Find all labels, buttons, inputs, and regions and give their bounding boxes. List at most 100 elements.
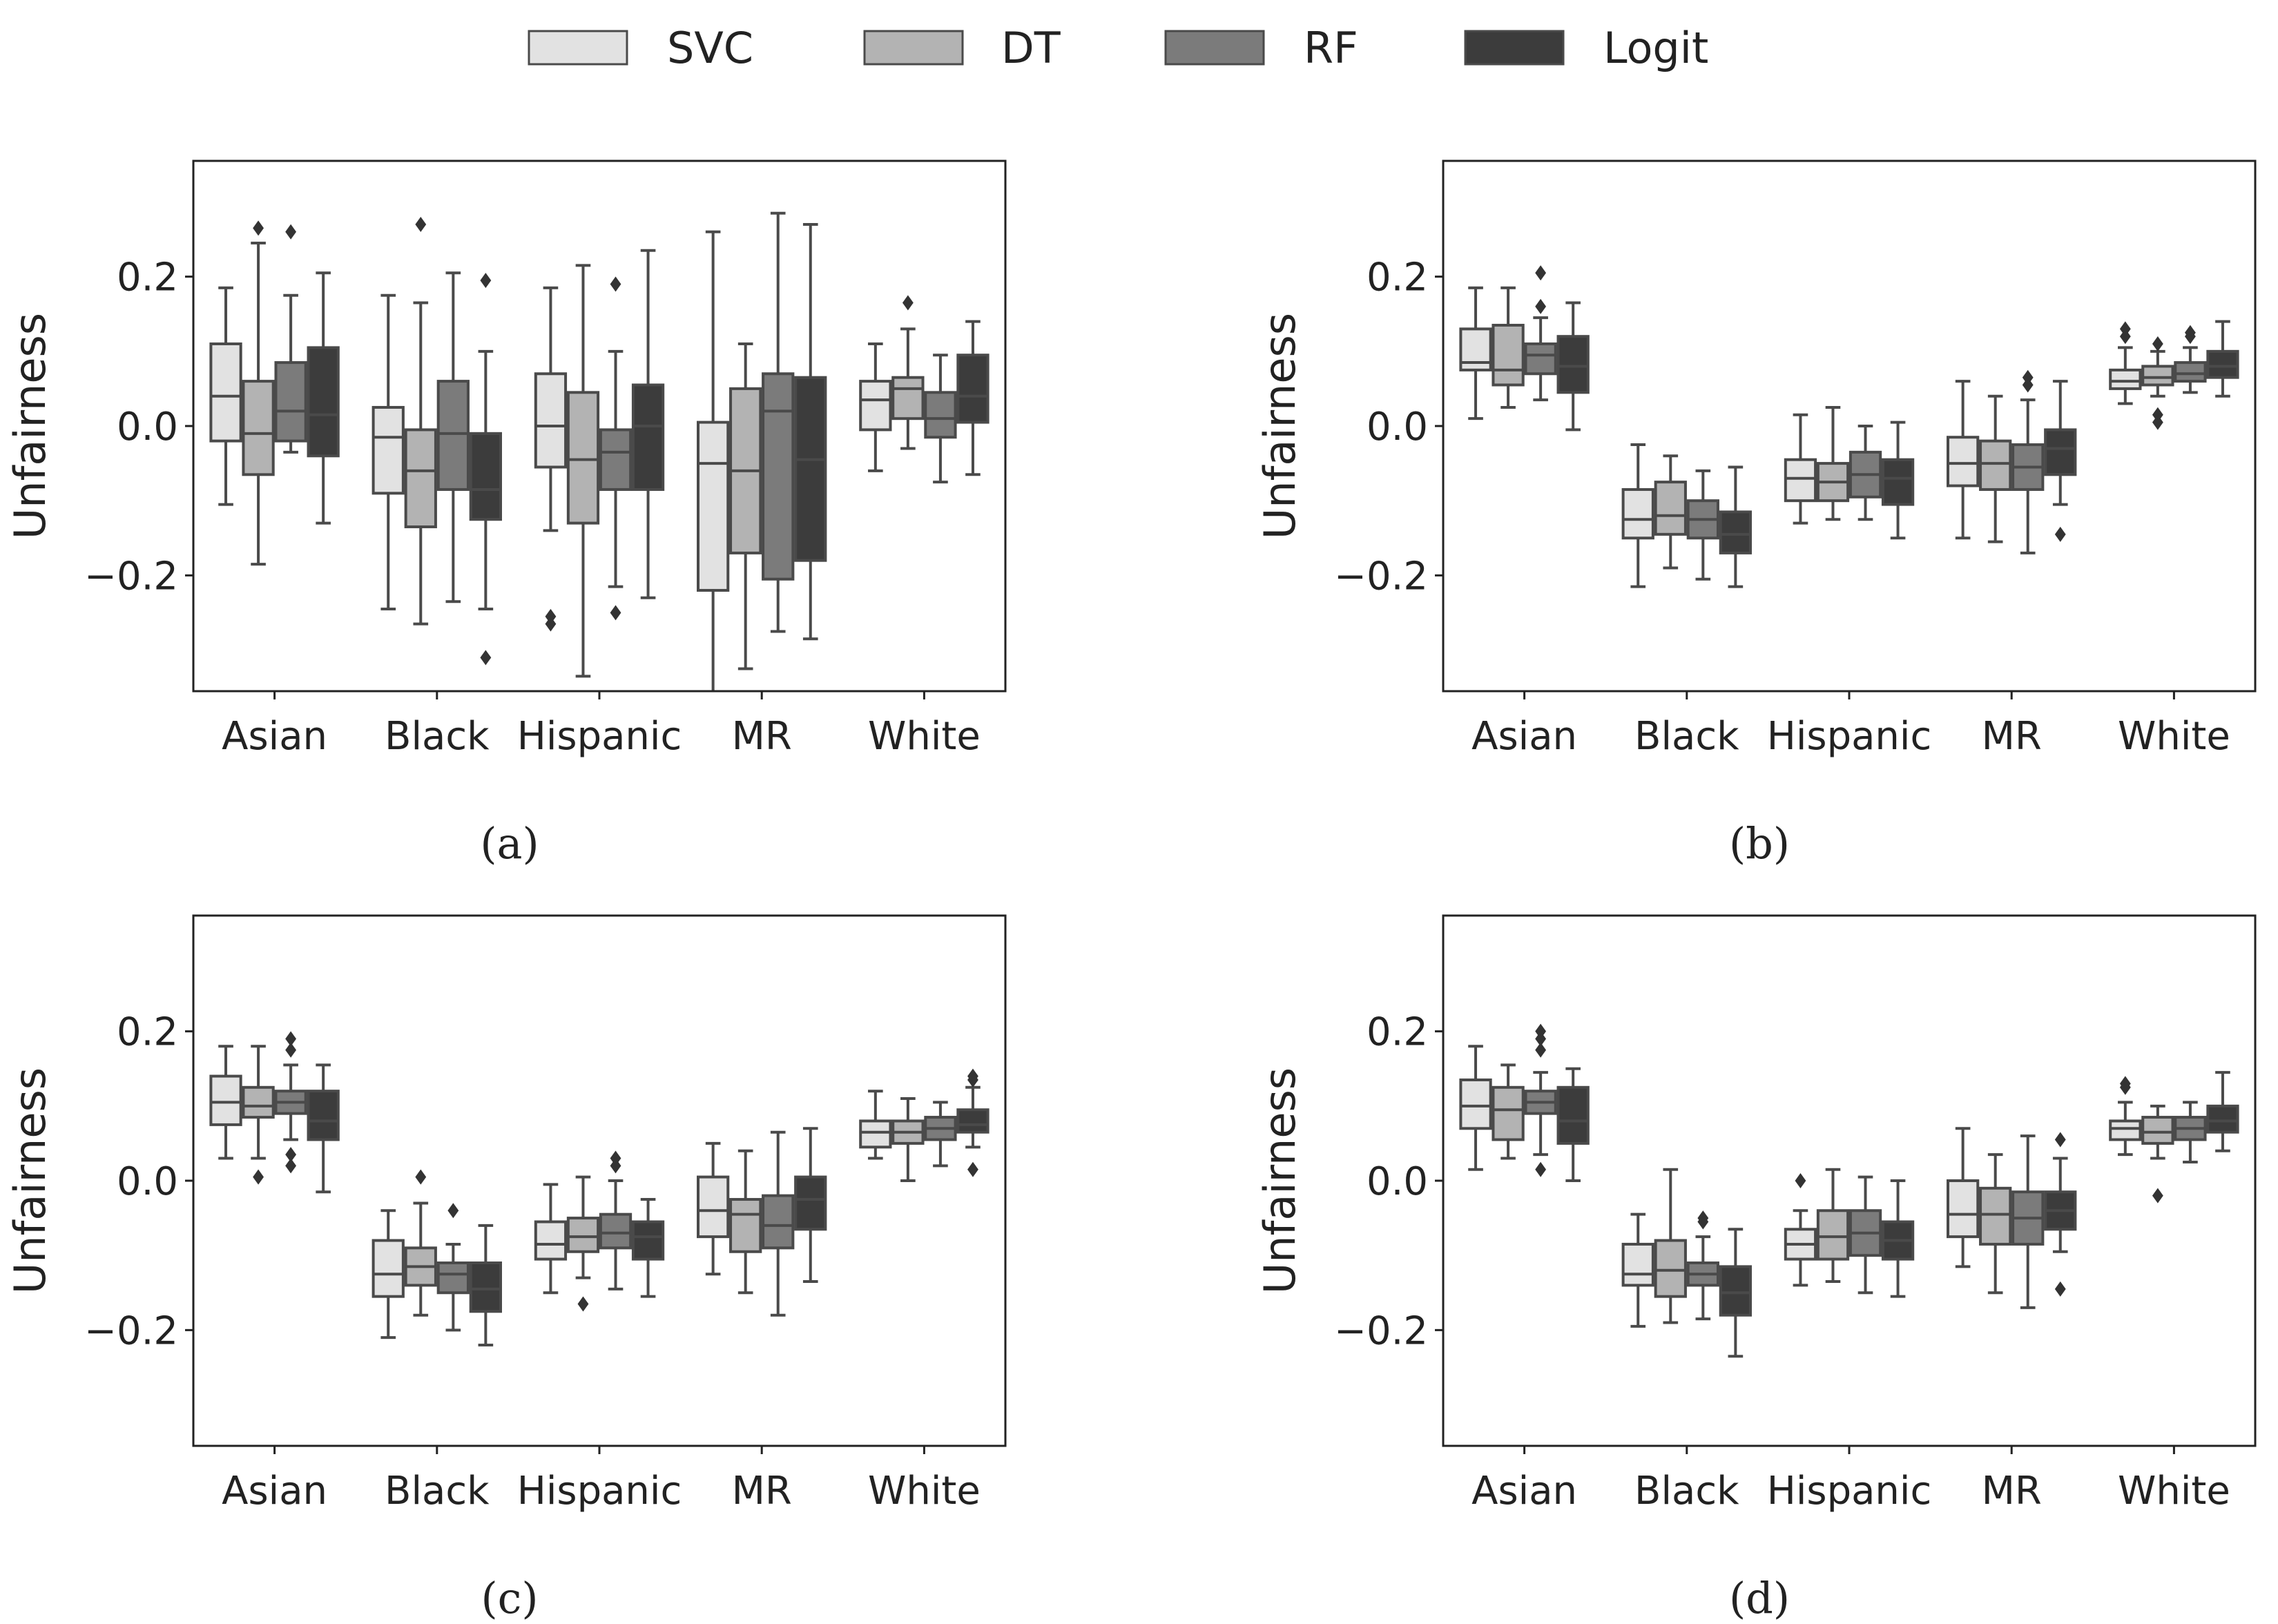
panel-1: 0.2 0.0 −0.2 Asian Black Hispanic MR White Unfai… bbox=[5, 160, 1007, 869]
flier-point bbox=[545, 616, 557, 632]
flier-point bbox=[1535, 1031, 1547, 1047]
box-body bbox=[1621, 1242, 1654, 1287]
x-tick-label: Hispanic bbox=[517, 1469, 682, 1514]
flier-point bbox=[1535, 1161, 1547, 1177]
y-tick-label: −0.2 bbox=[1334, 1308, 1428, 1353]
box-body bbox=[566, 391, 600, 525]
flier-point bbox=[480, 273, 492, 289]
box-body bbox=[1492, 323, 1525, 387]
box-body bbox=[1492, 1085, 1525, 1141]
box-rf-asian bbox=[1524, 265, 1557, 402]
box-dt-hispanic bbox=[1816, 1168, 1850, 1284]
flier-point bbox=[902, 295, 914, 311]
box-body bbox=[956, 354, 990, 424]
flier-point bbox=[253, 220, 264, 236]
box-rf-hispanic bbox=[1849, 1175, 1882, 1295]
y-tick-label: 0.2 bbox=[1367, 1010, 1428, 1055]
plot-area bbox=[209, 211, 990, 691]
box-body bbox=[599, 428, 633, 491]
flier-point bbox=[2152, 414, 2163, 430]
flier-point bbox=[1697, 1214, 1709, 1230]
box-dt-asian bbox=[1492, 1063, 1525, 1160]
box-body bbox=[534, 372, 568, 469]
flier-point bbox=[1795, 1173, 1806, 1188]
panel-caption: (b) bbox=[1729, 818, 1790, 869]
box-dt-white bbox=[2141, 1104, 2174, 1204]
box-svc-mr bbox=[1947, 1127, 1980, 1268]
flier-point bbox=[1535, 1042, 1547, 1058]
box-rf-white bbox=[924, 1101, 957, 1168]
box-svc-asian bbox=[1459, 286, 1492, 420]
box-body bbox=[1719, 510, 1752, 554]
box-body bbox=[859, 1119, 892, 1149]
box-svc-black bbox=[371, 293, 405, 611]
box-svc-mr bbox=[697, 1141, 730, 1276]
box-body bbox=[436, 380, 470, 491]
x-tick-label: Asian bbox=[222, 1469, 327, 1514]
box-rf-white bbox=[924, 354, 957, 484]
box-dt-white bbox=[891, 1097, 925, 1182]
box-svc-mr bbox=[1947, 380, 1980, 540]
box-svc-black bbox=[1621, 1212, 1654, 1328]
x-tick-label: MR bbox=[1982, 714, 2042, 759]
y-tick-label: 0.2 bbox=[117, 1010, 178, 1055]
box-dt-mr bbox=[729, 1149, 762, 1295]
box-svc-black bbox=[1621, 443, 1654, 588]
box-svc-white bbox=[2109, 321, 2142, 405]
box-rf-white bbox=[2174, 1101, 2207, 1163]
box-svc-hispanic bbox=[534, 1183, 568, 1295]
flier-point bbox=[2152, 1188, 2163, 1204]
box-rf-black bbox=[1686, 469, 1719, 581]
box-body bbox=[2109, 1119, 2142, 1141]
box-dt-mr bbox=[1979, 1153, 2012, 1295]
y-axis-label: Unfairness bbox=[1255, 1067, 1305, 1294]
x-tick-label: White bbox=[868, 1469, 981, 1514]
flier-point bbox=[285, 1147, 297, 1163]
box-logit-mr bbox=[794, 222, 827, 641]
box-body bbox=[404, 428, 437, 529]
box-body bbox=[794, 376, 827, 562]
panel-caption: (a) bbox=[480, 818, 539, 869]
box-body bbox=[762, 372, 795, 581]
box-svc-asian bbox=[1459, 1045, 1492, 1171]
box-svc-white bbox=[859, 1090, 892, 1160]
box-rf-asian bbox=[1524, 1023, 1557, 1177]
box-dt-hispanic bbox=[1816, 405, 1850, 521]
box-dt-hispanic bbox=[566, 1175, 600, 1312]
x-tick-label: Hispanic bbox=[1767, 1469, 1932, 1514]
box-body bbox=[534, 1220, 568, 1261]
box-rf-asian bbox=[274, 1031, 307, 1174]
box-logit-hispanic bbox=[631, 1198, 665, 1298]
box-body bbox=[1784, 458, 1817, 503]
flier-point bbox=[2185, 329, 2196, 345]
flier-point bbox=[415, 1169, 427, 1185]
box-dt-white bbox=[2141, 336, 2174, 430]
box-dt-mr bbox=[729, 342, 762, 670]
box-body bbox=[1816, 1209, 1850, 1261]
box-rf-black bbox=[436, 271, 470, 603]
box-logit-asian bbox=[1556, 1067, 1590, 1182]
legend-swatch-dt bbox=[863, 30, 964, 66]
box-logit-hispanic bbox=[1881, 420, 1915, 540]
box-body bbox=[209, 342, 242, 443]
box-body bbox=[1556, 335, 1590, 394]
panel-3: 0.2 0.0 −0.2 Asian Black Hispanic MR White Unfai… bbox=[5, 914, 1007, 1623]
y-tick-label: −0.2 bbox=[1334, 554, 1428, 599]
x-tick-label: Black bbox=[1634, 1469, 1739, 1514]
box-svc-asian bbox=[209, 286, 242, 506]
box-body bbox=[307, 346, 340, 458]
panels: 0.2 0.0 −0.2 Asian Black Hispanic MR White Unfai… bbox=[5, 160, 2257, 1623]
box-rf-white bbox=[2174, 325, 2207, 394]
y-tick-label: −0.2 bbox=[84, 554, 178, 599]
box-body bbox=[2141, 365, 2174, 387]
legend: SVC DT RF Logit bbox=[528, 23, 1708, 73]
box-body bbox=[242, 1085, 275, 1119]
box-body bbox=[1654, 481, 1687, 536]
box-body bbox=[599, 1212, 633, 1250]
legend-label-logit: Logit bbox=[1603, 23, 1708, 73]
x-tick-label: Hispanic bbox=[1767, 714, 1932, 759]
box-body bbox=[924, 391, 957, 439]
box-body bbox=[1556, 1085, 1590, 1145]
legend-swatch-logit bbox=[1464, 30, 1565, 66]
box-logit-white bbox=[2206, 320, 2239, 398]
